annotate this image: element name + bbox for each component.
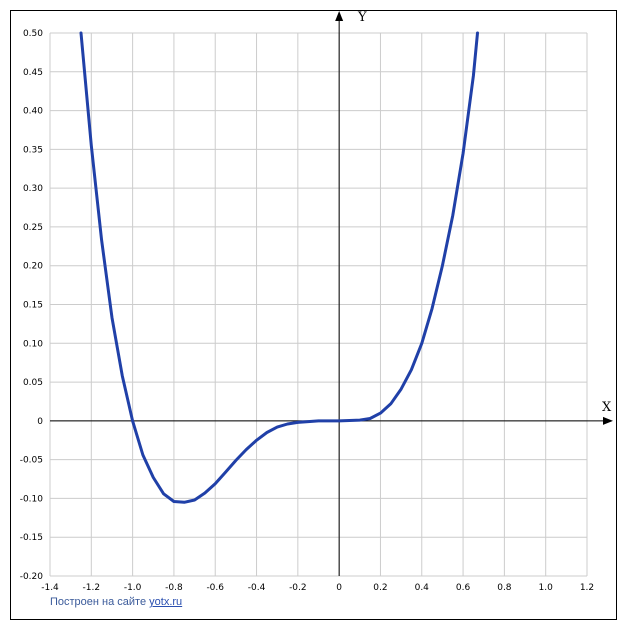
grid [49, 32, 588, 577]
x-tick-label: 1.0 [539, 583, 554, 593]
x-tick-label: -0.8 [165, 583, 183, 593]
credit-text: Построен на сайте [50, 596, 147, 608]
chart-frame [10, 10, 617, 620]
x-tick-label: 0.6 [456, 583, 471, 593]
x-tick-label: -0.2 [289, 583, 307, 593]
x-tick-label: -1.2 [83, 583, 101, 593]
x-tick-label: -0.4 [248, 583, 266, 593]
y-tick-label: 0.25 [23, 223, 43, 233]
y-tick-label: -0.05 [20, 456, 43, 466]
y-tick-label: 0.50 [23, 29, 43, 39]
x-axis-label: X [602, 400, 612, 415]
y-tick-label: 0.35 [23, 145, 43, 155]
y-tick-label: 0.20 [23, 262, 43, 272]
y-tick-label: -0.20 [20, 572, 44, 582]
y-tick-label: 0.10 [23, 339, 43, 349]
series-layer [79, 31, 479, 504]
axes [50, 11, 613, 576]
credit-line: Построен на сайте yotx.ru [50, 596, 182, 608]
y-tick-label: 0.45 [23, 68, 43, 78]
y-tick-label: -0.15 [20, 533, 43, 543]
series-line [79, 31, 479, 504]
x-tick-label: 0.4 [415, 583, 430, 593]
y-tick-label: 0.30 [23, 184, 43, 194]
x-tick-label: 0.2 [373, 583, 387, 593]
y-tick-label: -0.10 [20, 494, 44, 504]
x-tick-label: -1.0 [124, 583, 142, 593]
y-tick-label: 0 [37, 417, 43, 427]
y-tick-label: 0.15 [23, 301, 43, 311]
x-tick-label: -0.6 [206, 583, 224, 593]
x-tick-label: 1.2 [580, 583, 594, 593]
tick-labels: -1.4 -1.2 -1.0 -0.8 -0.6 -0.4 -0.2 0 0.2 0.4 0.6 0.… [20, 29, 594, 593]
y-tick-label: 0.05 [23, 378, 43, 388]
y-tick-label: 0.40 [23, 107, 43, 117]
credit-link[interactable]: yotx.ru [149, 596, 183, 608]
x-axis-arrow [603, 416, 613, 425]
y-axis-arrow [335, 11, 344, 21]
x-tick-label: 0 [336, 583, 342, 593]
y-axis-label: Y [357, 10, 367, 25]
x-tick-label: 0.8 [497, 583, 512, 593]
x-tick-label: -1.4 [41, 583, 59, 593]
